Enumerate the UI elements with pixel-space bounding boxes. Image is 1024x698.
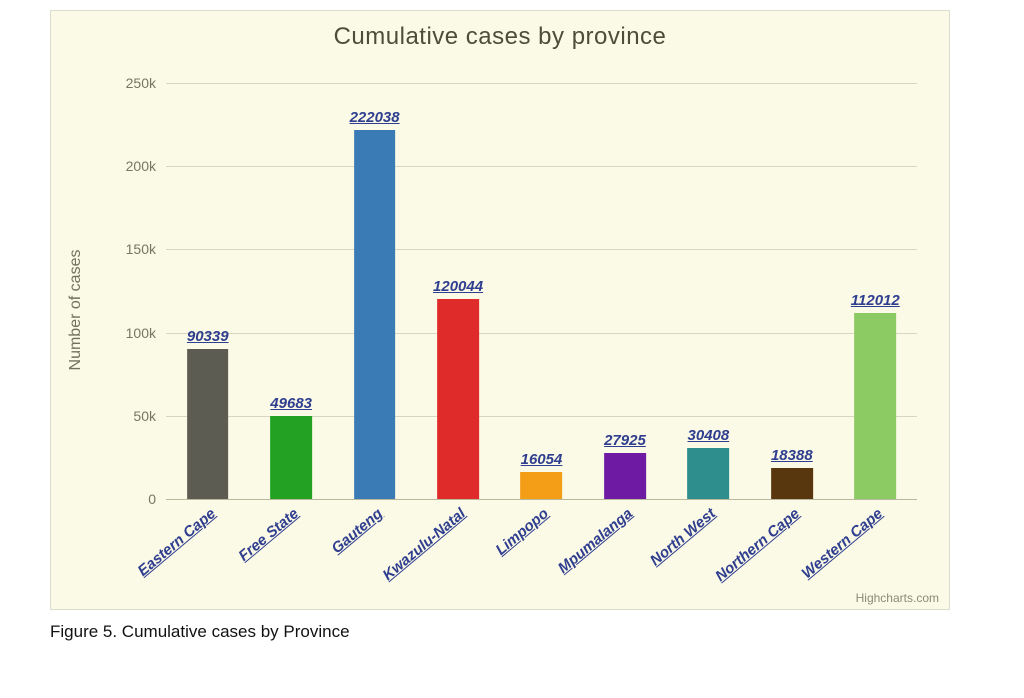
- bar-value-label: 112012: [851, 292, 900, 309]
- bar-slot: 112012Western Cape: [834, 83, 917, 499]
- chart-container: Cumulative cases by province Number of c…: [50, 10, 950, 610]
- bar[interactable]: 222038: [354, 130, 396, 499]
- y-tick-label: 200k: [126, 158, 166, 174]
- bar-value-label: 120044: [433, 278, 483, 295]
- bar-slot: 90339Eastern Cape: [166, 83, 249, 499]
- y-tick-label: 100k: [126, 325, 166, 341]
- x-tick-label: Limpopo: [493, 505, 552, 559]
- gridline: [166, 499, 917, 500]
- bar-slot: 18388Northern Cape: [750, 83, 833, 499]
- bar-slot: 27925Mpumalanga: [583, 83, 666, 499]
- x-tick-label: Western Cape: [799, 505, 886, 582]
- y-tick-label: 0: [148, 491, 166, 507]
- y-tick-label: 250k: [126, 75, 166, 91]
- bar-value-label: 16054: [521, 451, 563, 468]
- x-tick-label: Free State: [236, 505, 303, 565]
- bar[interactable]: 90339: [187, 349, 229, 499]
- figure-caption: Figure 5. Cumulative cases by Province: [50, 622, 350, 642]
- y-axis-title: Number of cases: [67, 250, 85, 371]
- plot-area: 050k100k150k200k250k90339Eastern Cape496…: [166, 83, 917, 499]
- bar-slot: 30408North West: [667, 83, 750, 499]
- bar[interactable]: 49683: [270, 416, 312, 499]
- x-tick-label: Northern Cape: [712, 505, 803, 585]
- x-tick-label: Gauteng: [328, 505, 386, 557]
- bar-value-label: 49683: [270, 395, 312, 412]
- x-tick-label: Eastern Cape: [134, 505, 218, 580]
- bar-slot: 16054Limpopo: [500, 83, 583, 499]
- bar-value-label: 27925: [604, 432, 646, 449]
- bar[interactable]: 18388: [771, 468, 813, 499]
- bar[interactable]: 16054: [521, 472, 563, 499]
- y-tick-label: 50k: [133, 408, 166, 424]
- bar[interactable]: 120044: [437, 299, 479, 499]
- bar-slot: 49683Free State: [249, 83, 332, 499]
- bar[interactable]: 112012: [854, 313, 896, 499]
- bar[interactable]: 27925: [604, 453, 646, 499]
- x-tick-label: North West: [647, 505, 719, 569]
- bar-value-label: 30408: [688, 427, 730, 444]
- bar[interactable]: 30408: [688, 448, 730, 499]
- y-tick-label: 150k: [126, 241, 166, 257]
- bar-slot: 120044Kwazulu-Natal: [416, 83, 499, 499]
- bar-value-label: 90339: [187, 328, 229, 345]
- bar-value-label: 222038: [350, 109, 400, 126]
- page: Cumulative cases by province Number of c…: [0, 0, 1024, 698]
- x-tick-label: Kwazulu-Natal: [380, 505, 469, 584]
- chart-title: Cumulative cases by province: [51, 23, 949, 51]
- chart-credits[interactable]: Highcharts.com: [856, 591, 939, 605]
- x-tick-label: Mpumalanga: [555, 505, 636, 577]
- bar-slot: 222038Gauteng: [333, 83, 416, 499]
- bar-value-label: 18388: [771, 447, 813, 464]
